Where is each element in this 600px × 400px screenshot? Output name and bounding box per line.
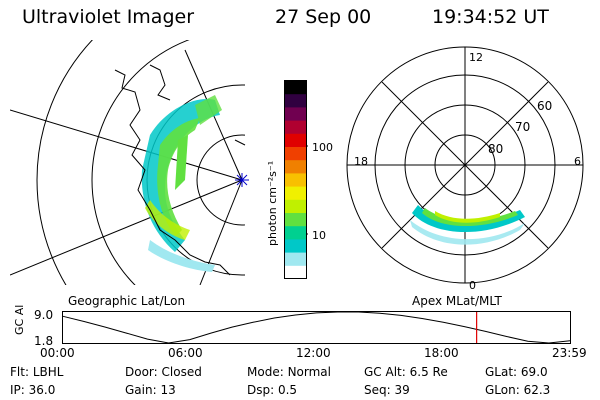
x-tick-0000: 00:00 [40, 346, 75, 360]
footer-glon: GLon: 62.3 [485, 383, 551, 397]
lat-circle [91, 40, 190, 285]
colorbar-cell [284, 199, 307, 213]
colorbar-cell [284, 133, 307, 147]
colorbar-cell [284, 252, 307, 266]
colorbar-cell [284, 212, 307, 227]
lat-circle [196, 134, 245, 226]
colorbar-cell [284, 238, 307, 253]
date-label: 27 Sep 00 [275, 6, 372, 28]
colorbar-cell [284, 80, 307, 95]
mlt-label-6: 6 [574, 155, 581, 168]
geo-panel-label: Geographic Lat/Lon [68, 294, 186, 308]
geographic-map [10, 40, 249, 285]
colorbar-cell [284, 186, 307, 200]
colorbar-cell [284, 146, 307, 161]
mlt-label-0: 0 [469, 279, 476, 292]
footer-flt: Flt: LBHL [10, 365, 64, 379]
dial-axis [381, 81, 549, 249]
footer-mode: Mode: Normal [247, 365, 331, 379]
footer-door: Door: Closed [125, 365, 202, 379]
x-tick-1200: 12:00 [296, 346, 331, 360]
colorbar-cell [284, 265, 307, 279]
aurora-oval [410, 205, 525, 245]
gc-alt-ymin: 1.8 [34, 334, 53, 348]
coastline [234, 139, 246, 146]
gc-alt-ylabel: GC Alt [13, 305, 26, 335]
footer-gain: Gain: 13 [125, 383, 176, 397]
gc-alt-series-line [62, 311, 571, 344]
time-label: 19:34:52 UT [432, 6, 549, 28]
lon-line [10, 179, 243, 276]
instrument-title: Ultraviolet Imager [22, 6, 195, 28]
gc-alt-ymax: 9.0 [34, 308, 53, 322]
x-tick-2359: 23:59 [552, 346, 587, 360]
colorbar-cell [284, 93, 307, 108]
lat-label-80: 80 [488, 142, 503, 156]
footer-glat: GLat: 69.0 [485, 365, 548, 379]
chart-frame [62, 311, 571, 344]
x-tick-1800: 18:00 [424, 346, 459, 360]
footer-dsp: Dsp: 0.5 [247, 383, 298, 397]
nadir-marker [235, 173, 249, 187]
footer-gc-alt: GC Alt: 6.5 Re [364, 365, 448, 379]
polar-dial: 12 18 6 0 60 70 80 [346, 46, 584, 292]
footer-seq: Seq: 39 [364, 383, 410, 397]
polar-panel-label: Apex MLat/MLT [412, 294, 502, 308]
lat-circle [36, 40, 93, 285]
mlt-label-12: 12 [469, 51, 483, 64]
colorbar-cell [284, 106, 307, 121]
mlt-label-18: 18 [354, 155, 368, 168]
color-scale-bar [284, 80, 308, 279]
lat-label-60: 60 [537, 99, 552, 113]
lon-line [10, 109, 243, 181]
footer-ip: IP: 36.0 [10, 383, 56, 397]
x-tick-0600: 06:00 [168, 346, 203, 360]
colorbar-cell [284, 120, 307, 134]
colorbar-cell [284, 159, 307, 174]
colorbar-cell [284, 172, 307, 187]
gc-alt-chart: GC Alt 9.0 1.8 [13, 305, 571, 348]
colorbar-cell [284, 225, 307, 240]
aurora-emission [141, 95, 222, 272]
colorbar-tick-10: 10 [312, 229, 326, 242]
lat-label-70: 70 [515, 120, 530, 134]
colorbar-tick-100: 100 [312, 141, 333, 154]
colorbar-unit-label: photon cm⁻²s⁻¹ [266, 160, 279, 246]
coastline [114, 69, 231, 276]
coastline [149, 64, 171, 101]
